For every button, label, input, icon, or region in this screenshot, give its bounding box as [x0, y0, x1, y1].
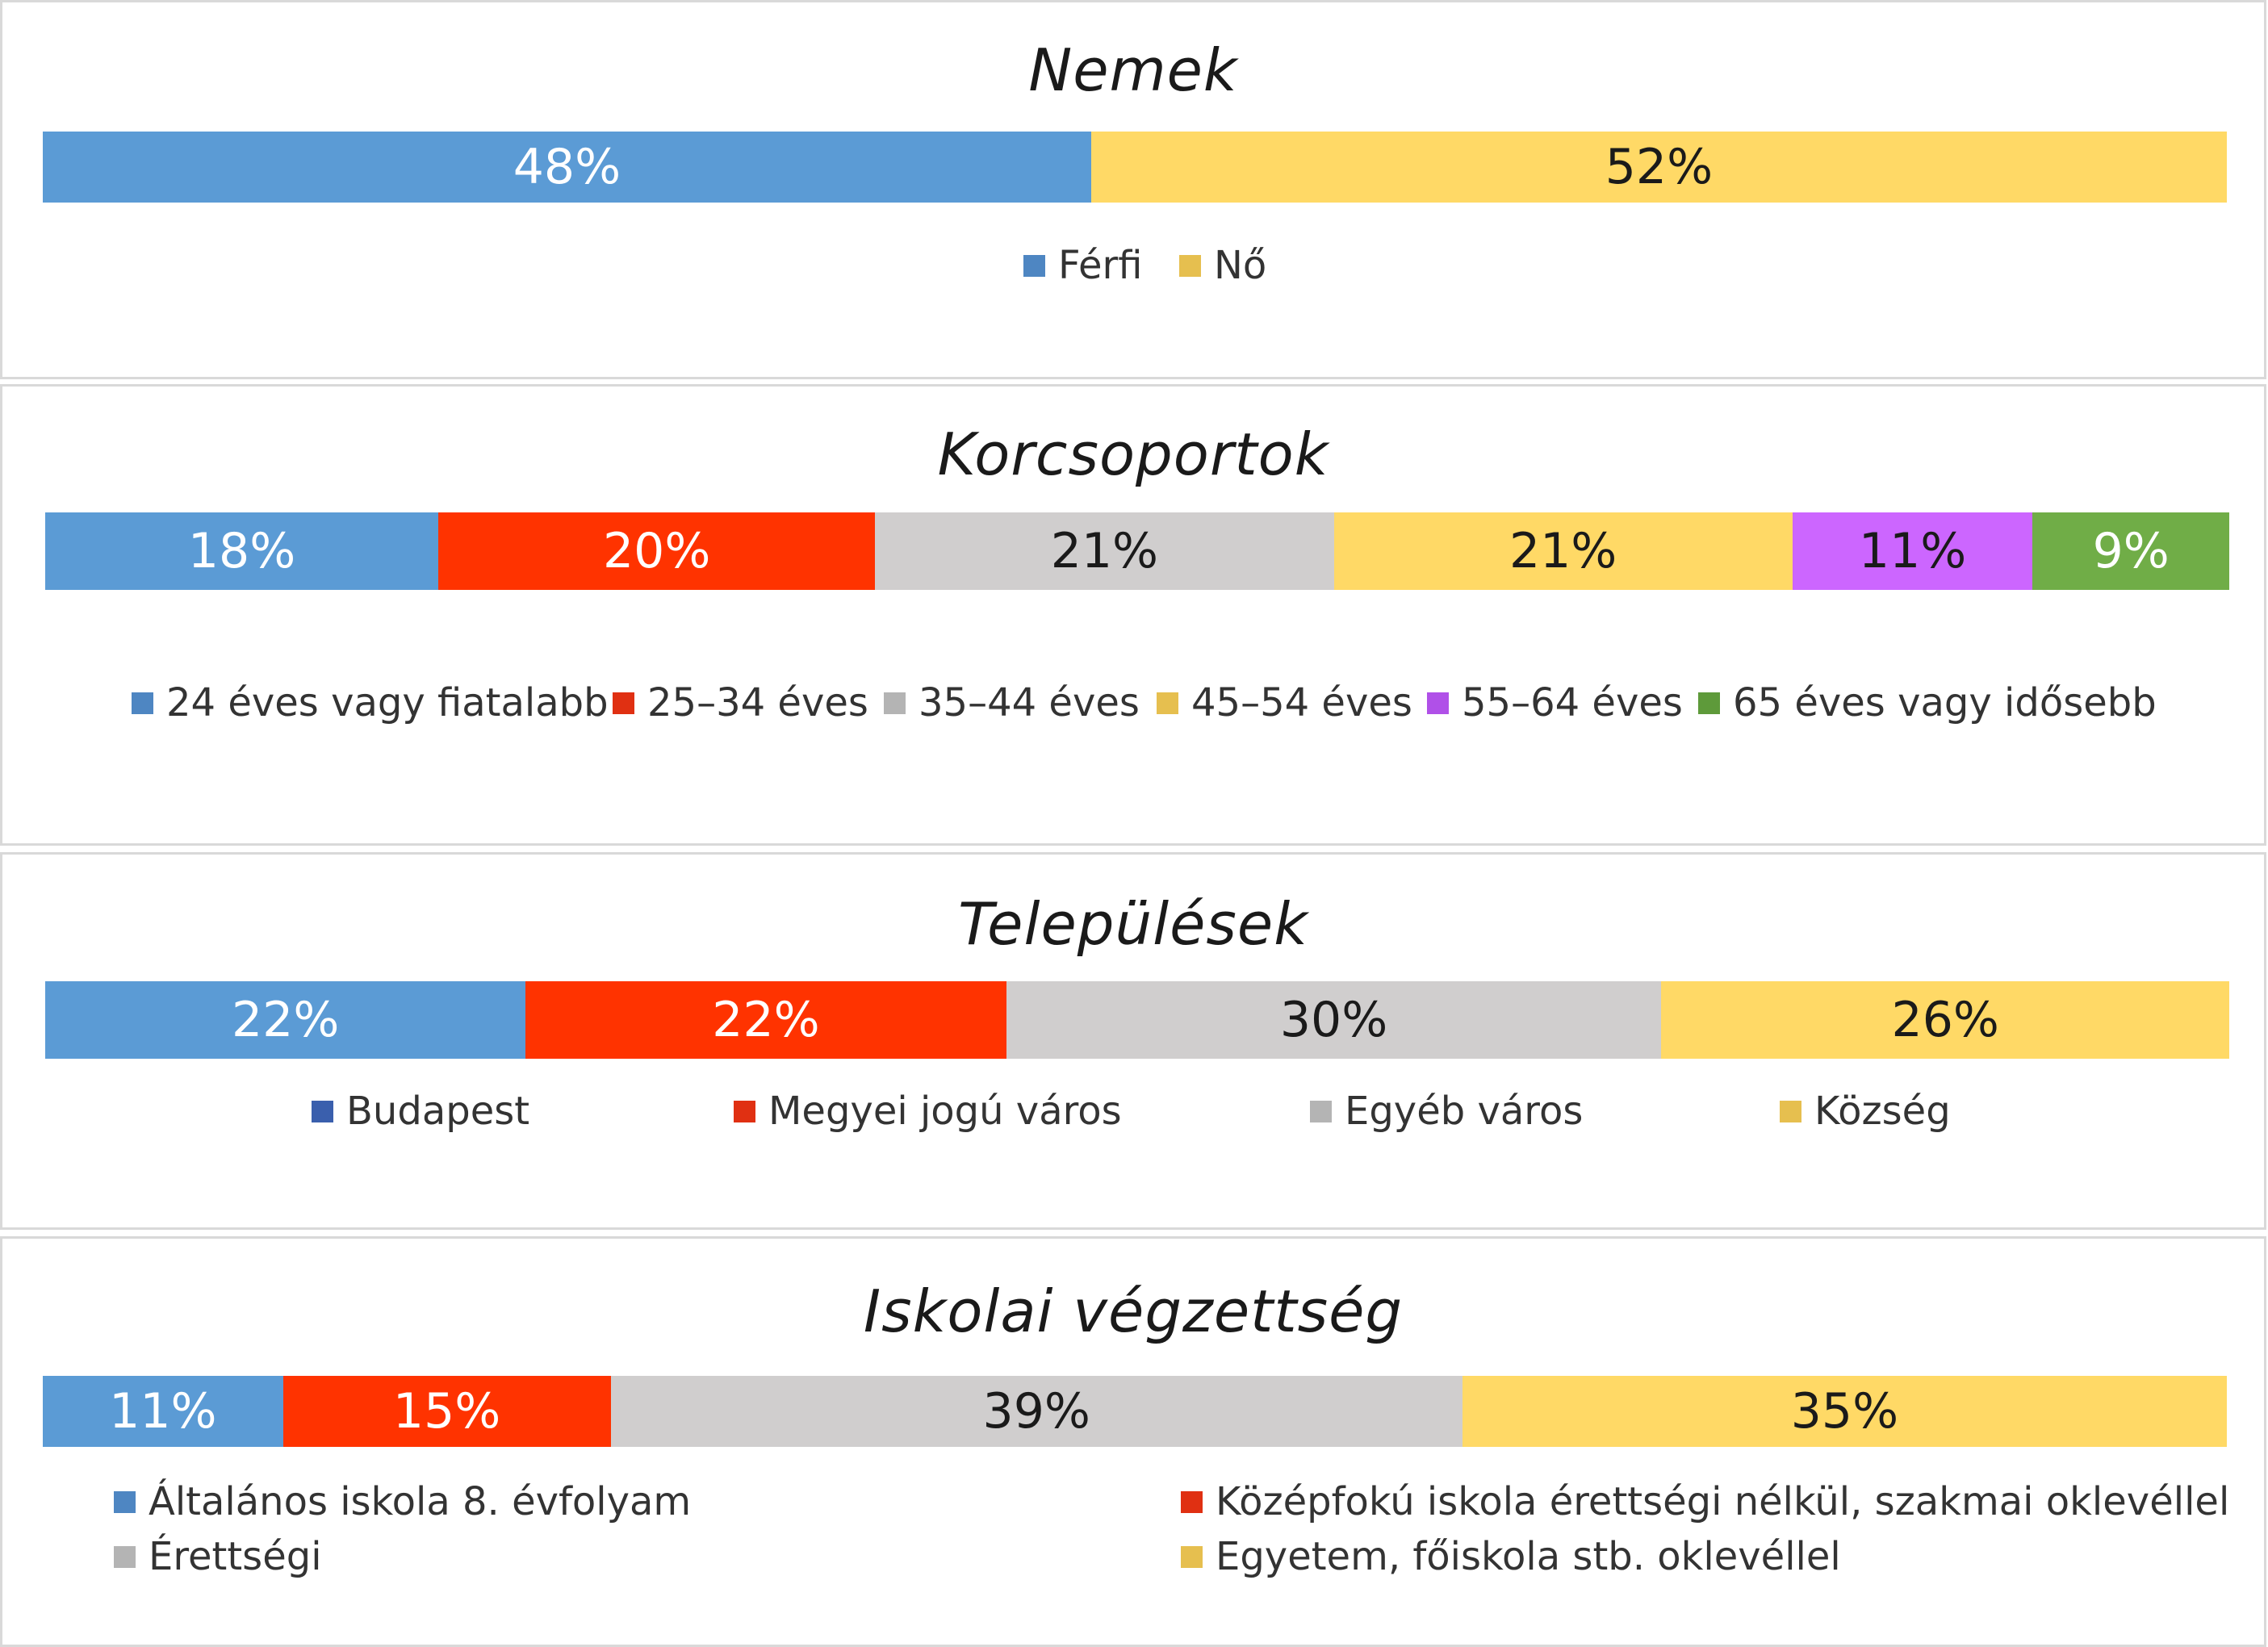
bar-segment: 11% [1792, 512, 2033, 590]
bar-segment: 9% [2032, 512, 2229, 590]
legend-item: Érettségi [114, 1534, 322, 1579]
chart-panel-settlements: Települések 22% 22% 30% 26% Budapest Megyei … [0, 852, 2266, 1230]
stacked-bar: 18% 20% 21% 21% 11% 9% [45, 512, 2229, 590]
bar-segment: 35% [1462, 1376, 2227, 1447]
chart-panel-gender: Nemek 48% 52% Férfi Nő [0, 0, 2266, 379]
legend-swatch [1181, 1545, 1203, 1568]
bar-segment: 18% [45, 512, 439, 590]
legend-item: Általános iskola 8. évfolyam [114, 1479, 691, 1524]
legend-item: 35–44 éves [884, 680, 1140, 725]
legend-label: 35–44 éves [918, 680, 1140, 725]
legend-label: Középfokú iskola érettségi nélkül, szakm… [1216, 1479, 2230, 1524]
legend-label: Község [1814, 1089, 1951, 1134]
stacked-bar: 48% 52% [43, 132, 2227, 203]
legend-swatch [312, 1100, 333, 1122]
bar-segment: 48% [43, 132, 1091, 203]
legend-label: Érettségi [149, 1534, 322, 1579]
legend-label: 25–34 éves [647, 680, 868, 725]
legend-swatch [1780, 1100, 1801, 1122]
legend-item: 24 éves vagy fiatalabb [132, 680, 609, 725]
legend-swatch [132, 692, 153, 714]
stacked-bar: 22% 22% 30% 26% [45, 981, 2229, 1059]
legend-swatch [1310, 1100, 1332, 1122]
legend-item: Község [1780, 1089, 1951, 1134]
legend-label: Megyei jogú város [768, 1089, 1122, 1134]
legend-swatch [1157, 692, 1178, 714]
legend-swatch [1427, 692, 1449, 714]
bar-segment: 52% [1090, 132, 2227, 203]
legend-item: Egyetem, főiskola stb. oklevéllel [1181, 1534, 1841, 1579]
legend-item: 55–64 éves [1427, 680, 1683, 725]
legend-item: Budapest [312, 1089, 529, 1134]
bar-segment: 26% [1661, 981, 2229, 1059]
legend-item: 25–34 éves [613, 680, 868, 725]
bar-segment: 21% [1333, 512, 1793, 590]
chart-title: Korcsoportok [937, 420, 1329, 488]
legend-label: Nő [1214, 243, 1267, 288]
stacked-bar: 11% 15% 39% 35% [43, 1376, 2227, 1447]
legend-label: 55–64 éves [1462, 680, 1683, 725]
bar-segment: 22% [525, 981, 1006, 1059]
legend-item: 45–54 éves [1157, 680, 1412, 725]
legend-label: Egyéb város [1345, 1089, 1584, 1134]
legend-swatch [1698, 692, 1720, 714]
legend-label: Budapest [346, 1089, 530, 1134]
chart-panel-education: Iskolai végzettség 11% 15% 39% 35% Általáno… [0, 1236, 2266, 1647]
bar-segment: 11% [43, 1376, 283, 1447]
bar-segment: 20% [438, 512, 876, 590]
bar-segment: 30% [1006, 981, 1662, 1059]
bar-segment: 15% [282, 1376, 611, 1447]
chart-panel-age-groups: Korcsoportok 18% 20% 21% 21% 11% 9% 24 éves v… [0, 384, 2266, 846]
legend-item: Egyéb város [1310, 1089, 1583, 1134]
bar-segment: 39% [610, 1376, 1462, 1447]
legend-swatch [884, 692, 906, 714]
chart-title: Települések [958, 890, 1308, 958]
bar-segment: 21% [875, 512, 1334, 590]
legend-label: Férfi [1058, 243, 1143, 288]
chart-title: Iskolai végzettség [863, 1277, 1404, 1345]
legend-label: Általános iskola 8. évfolyam [149, 1479, 692, 1524]
legend-label: 45–54 éves [1191, 680, 1412, 725]
legend-item: 65 éves vagy idősebb [1698, 680, 2157, 725]
bar-segment: 22% [45, 981, 526, 1059]
legend-label: 24 éves vagy fiatalabb [166, 680, 609, 725]
legend-swatch [1023, 254, 1045, 277]
chart-title: Nemek [1028, 36, 1238, 104]
legend-label: Egyetem, főiskola stb. oklevéllel [1216, 1534, 1841, 1579]
legend-item: Nő [1179, 243, 1266, 288]
legend-item: Megyei jogú város [734, 1089, 1122, 1134]
legend-swatch [613, 692, 634, 714]
legend-swatch [114, 1545, 136, 1568]
legend-swatch [734, 1100, 755, 1122]
legend-swatch [1179, 254, 1201, 277]
legend-item: Férfi [1023, 243, 1142, 288]
legend-swatch [114, 1490, 136, 1513]
legend-label: 65 éves vagy idősebb [1733, 680, 2157, 725]
legend-item: Középfokú iskola érettségi nélkül, szakm… [1181, 1479, 2229, 1524]
legend-swatch [1181, 1490, 1203, 1513]
